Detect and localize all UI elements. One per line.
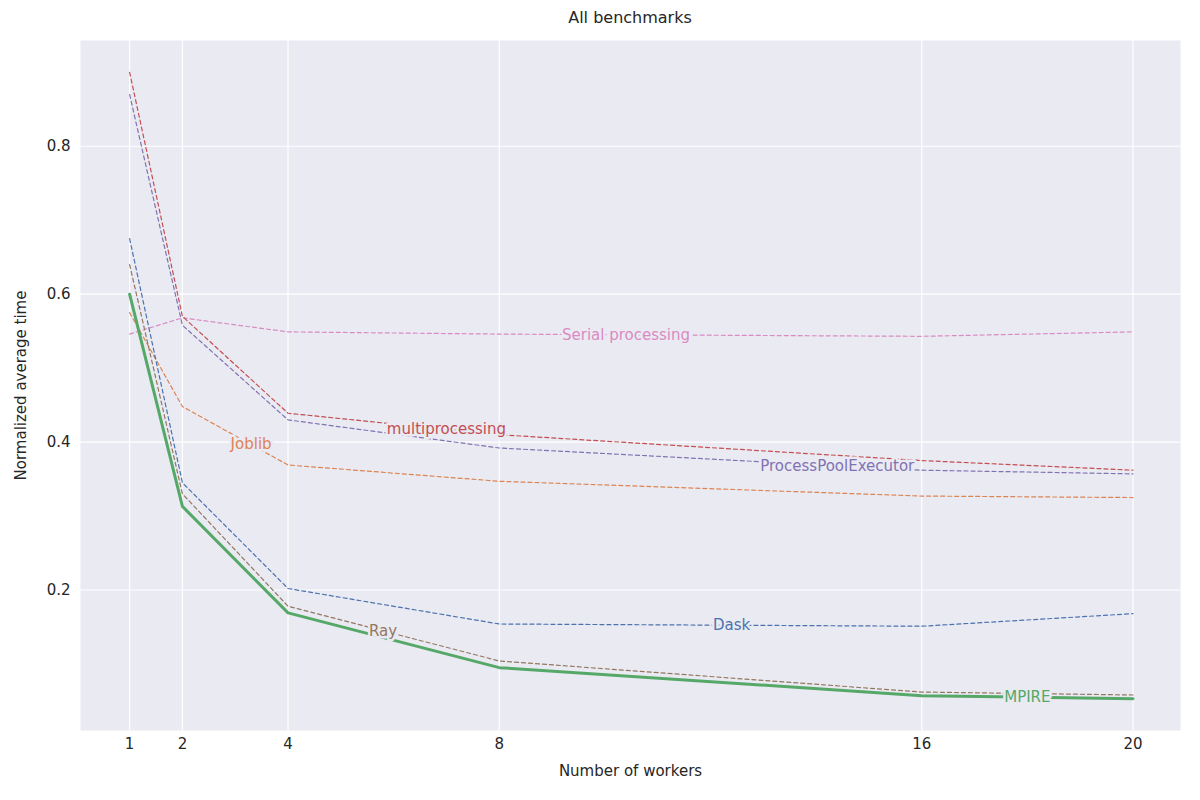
svg-text:0.4: 0.4 bbox=[47, 433, 71, 451]
svg-text:2: 2 bbox=[178, 735, 188, 753]
svg-text:0.8: 0.8 bbox=[47, 137, 71, 155]
svg-text:multiprocessing: multiprocessing bbox=[387, 420, 506, 438]
svg-text:16: 16 bbox=[912, 735, 931, 753]
svg-text:Joblib: Joblib bbox=[230, 435, 272, 453]
svg-text:20: 20 bbox=[1123, 735, 1142, 753]
svg-text:1: 1 bbox=[125, 735, 135, 753]
svg-text:ProcessPoolExecutor: ProcessPoolExecutor bbox=[760, 457, 915, 475]
svg-text:8: 8 bbox=[494, 735, 504, 753]
svg-text:0.6: 0.6 bbox=[47, 285, 71, 303]
svg-text:0.2: 0.2 bbox=[47, 581, 71, 599]
svg-text:4: 4 bbox=[283, 735, 293, 753]
svg-text:Serial processing: Serial processing bbox=[562, 326, 690, 344]
svg-text:MPIRE: MPIRE bbox=[1004, 688, 1050, 706]
svg-text:Normalized average time: Normalized average time bbox=[12, 291, 30, 481]
svg-text:Number of workers: Number of workers bbox=[559, 762, 702, 780]
svg-text:Ray: Ray bbox=[369, 622, 397, 640]
svg-text:Dask: Dask bbox=[713, 616, 751, 634]
html-text:All benchmarks: All benchmarks bbox=[568, 8, 692, 27]
